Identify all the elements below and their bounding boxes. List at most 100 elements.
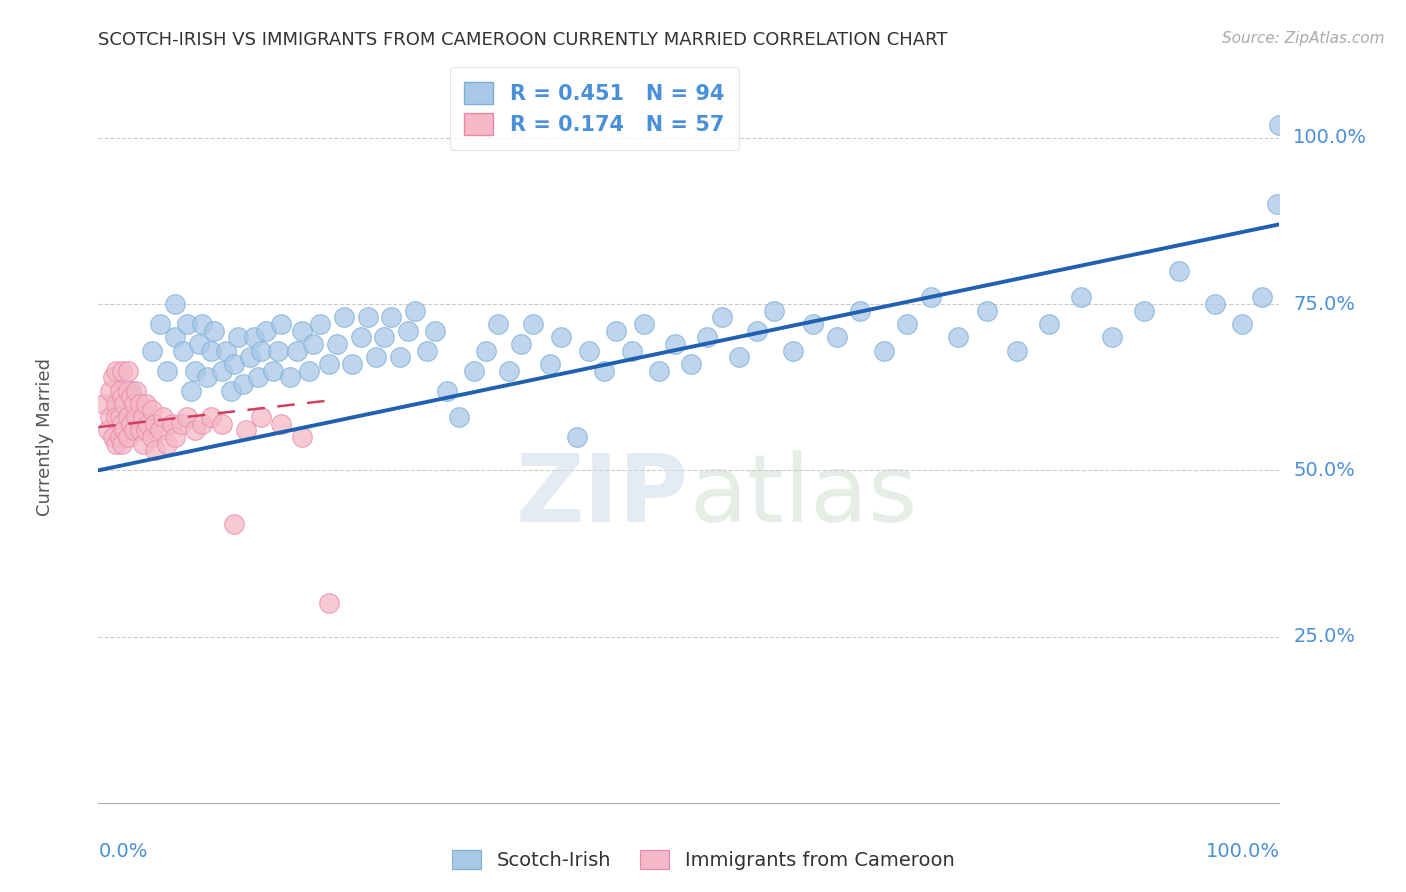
Legend: R = 0.451   N = 94, R = 0.174   N = 57: R = 0.451 N = 94, R = 0.174 N = 57 (450, 67, 740, 150)
Point (121, 417, 143, 431)
Point (93, 397, 115, 411)
Point (475, 343, 498, 358)
Point (1101, 330, 1123, 344)
Point (1204, 297, 1226, 311)
Point (239, 351, 262, 365)
Point (373, 330, 395, 344)
Point (98, 384, 121, 398)
Point (141, 403, 163, 417)
Point (143, 443, 166, 458)
Point (101, 430, 124, 444)
Point (117, 410, 139, 425)
Point (152, 410, 174, 425)
Point (156, 363, 179, 377)
Point (262, 363, 284, 377)
Point (125, 410, 148, 425)
Point (191, 317, 214, 331)
Point (243, 330, 266, 344)
Point (184, 363, 207, 377)
Point (132, 410, 155, 425)
Point (165, 297, 187, 311)
Point (132, 436, 155, 450)
Point (416, 343, 439, 358)
Point (235, 424, 257, 438)
Point (200, 343, 222, 358)
Point (633, 317, 655, 331)
Point (111, 417, 134, 431)
Text: 25.0%: 25.0% (1294, 627, 1355, 646)
Point (135, 397, 157, 411)
Point (211, 417, 233, 431)
Point (486, 317, 509, 331)
Point (170, 417, 193, 431)
Point (191, 417, 214, 431)
Point (117, 384, 139, 398)
Point (128, 424, 150, 438)
Point (1070, 290, 1092, 304)
Point (108, 410, 131, 425)
Legend: Scotch-Irish, Immigrants from Cameroon: Scotch-Irish, Immigrants from Cameroon (444, 842, 962, 878)
Point (108, 384, 131, 398)
Point (111, 436, 134, 450)
Point (267, 343, 290, 358)
Point (380, 310, 402, 325)
Point (801, 317, 824, 331)
Point (211, 363, 233, 377)
Point (333, 310, 356, 325)
Point (1265, 197, 1288, 211)
Point (125, 384, 148, 398)
Point (105, 363, 128, 377)
Point (1230, 317, 1253, 331)
Point (285, 343, 308, 358)
Point (187, 337, 209, 351)
Point (727, 351, 749, 365)
Point (111, 390, 134, 404)
Point (605, 324, 627, 338)
Point (121, 384, 143, 398)
Point (920, 290, 942, 304)
Point (298, 363, 321, 377)
Point (128, 397, 150, 411)
Point (149, 317, 172, 331)
Point (1038, 317, 1060, 331)
Point (681, 357, 703, 371)
Point (447, 410, 470, 425)
Text: 50.0%: 50.0% (1294, 461, 1355, 480)
Point (648, 363, 671, 377)
Point (522, 317, 544, 331)
Point (349, 330, 371, 344)
Point (593, 363, 616, 377)
Point (747, 324, 769, 338)
Point (849, 303, 872, 318)
Point (711, 310, 734, 325)
Point (97, 424, 120, 438)
Point (231, 376, 253, 391)
Point (226, 330, 249, 344)
Point (782, 343, 804, 358)
Point (250, 410, 273, 425)
Point (165, 430, 187, 444)
Point (215, 343, 238, 358)
Point (326, 337, 349, 351)
Point (510, 337, 533, 351)
Point (270, 417, 292, 431)
Point (122, 424, 145, 438)
Point (117, 430, 139, 444)
Point (117, 363, 139, 377)
Point (498, 363, 520, 377)
Point (342, 357, 364, 371)
Point (176, 410, 198, 425)
Point (302, 337, 325, 351)
Text: ZIP: ZIP (516, 450, 689, 541)
Point (254, 324, 277, 338)
Point (172, 343, 194, 358)
Point (105, 436, 128, 450)
Text: 0.0%: 0.0% (98, 842, 148, 861)
Point (404, 303, 426, 318)
Text: Source: ZipAtlas.com: Source: ZipAtlas.com (1222, 31, 1385, 46)
Point (160, 417, 183, 431)
Text: 100.0%: 100.0% (1294, 128, 1368, 147)
Point (948, 330, 970, 344)
Point (122, 397, 145, 411)
Point (136, 417, 159, 431)
